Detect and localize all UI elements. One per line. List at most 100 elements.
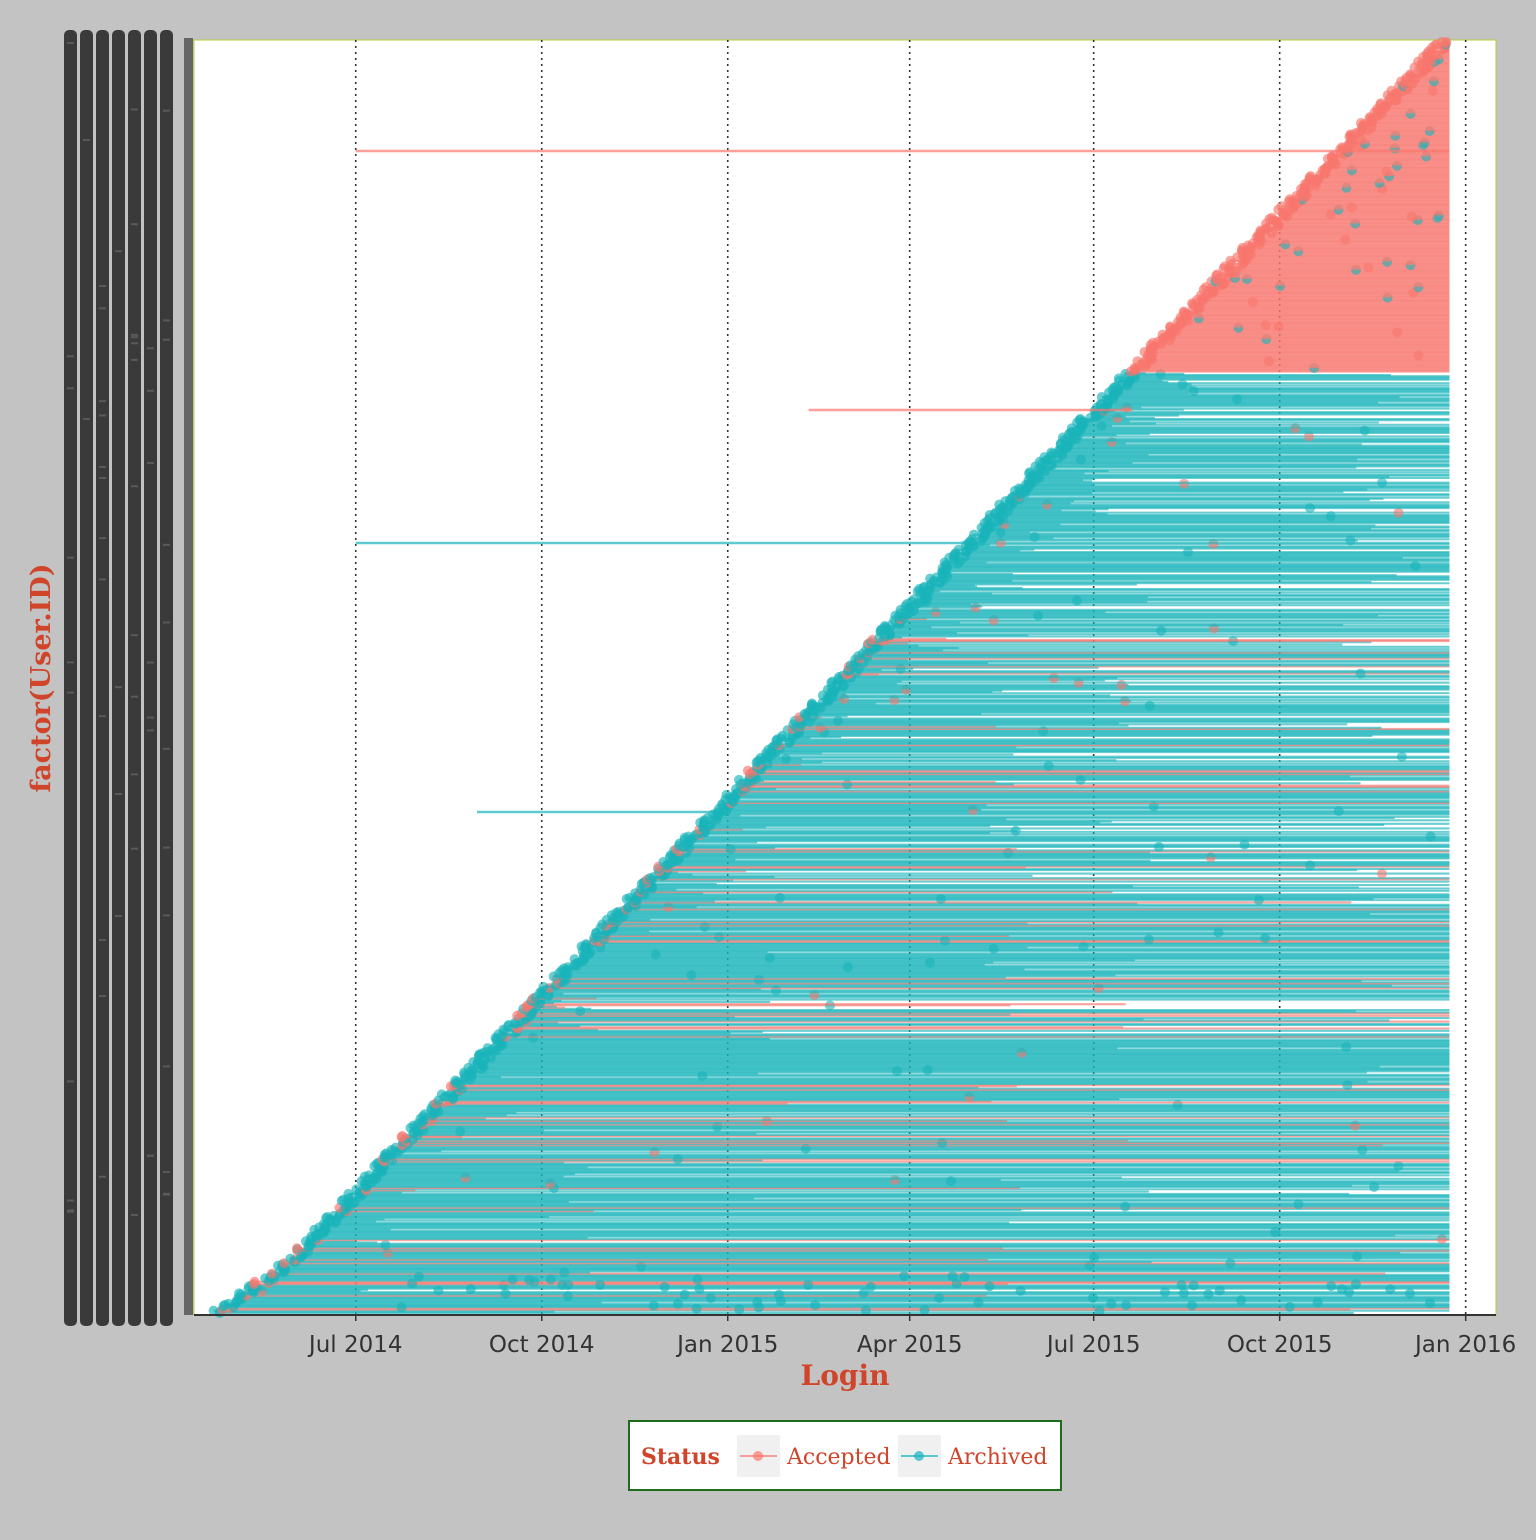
login-point bbox=[1087, 1292, 1098, 1303]
login-point bbox=[1214, 1285, 1225, 1296]
login-point bbox=[450, 1075, 461, 1086]
login-point bbox=[1404, 1288, 1415, 1299]
login-point bbox=[1094, 1305, 1105, 1316]
login-point bbox=[433, 1285, 444, 1296]
x-tick-label: Oct 2015 bbox=[1227, 1332, 1333, 1358]
login-point bbox=[407, 1278, 418, 1289]
login-point bbox=[930, 607, 941, 618]
legend-label-archived: Archived bbox=[947, 1445, 1047, 1470]
login-point bbox=[1225, 1258, 1236, 1269]
login-point bbox=[865, 1281, 876, 1292]
login-point bbox=[752, 1296, 763, 1307]
y-tick-label-gap bbox=[131, 847, 138, 850]
y-tick-label-gap bbox=[131, 485, 138, 488]
y-tick-labels-overplotted bbox=[64, 30, 173, 1326]
login-point bbox=[482, 1043, 493, 1054]
y-tick-label-column bbox=[160, 30, 173, 1326]
login-point bbox=[413, 1271, 424, 1282]
login-point bbox=[1132, 356, 1143, 367]
login-point bbox=[351, 1184, 362, 1195]
legend-key-archived-point bbox=[914, 1451, 924, 1461]
login-point bbox=[436, 1089, 447, 1100]
y-tick-label-gap bbox=[99, 285, 106, 288]
login-point bbox=[1236, 1295, 1247, 1306]
login-point bbox=[1188, 1280, 1199, 1291]
login-point bbox=[1010, 825, 1021, 836]
login-point bbox=[1096, 392, 1107, 403]
y-tick-label-gap bbox=[99, 537, 106, 540]
login-point bbox=[810, 1300, 821, 1311]
login-point bbox=[951, 1278, 962, 1289]
y-tick-label-gap bbox=[99, 400, 106, 403]
x-tick-label: Oct 2014 bbox=[489, 1332, 595, 1358]
y-tick-label-column bbox=[128, 30, 141, 1326]
y-tick-label-gap bbox=[163, 1065, 170, 1068]
login-point bbox=[968, 529, 979, 540]
y-tick-label-gap bbox=[147, 461, 154, 464]
login-point bbox=[581, 939, 592, 950]
y-tick-label-column bbox=[112, 30, 125, 1326]
login-point bbox=[1165, 321, 1176, 332]
login-point bbox=[1276, 201, 1287, 212]
y-tick-label-gap bbox=[83, 138, 90, 141]
login-point bbox=[1203, 1289, 1214, 1300]
y-tick-label-gap bbox=[67, 1209, 74, 1212]
login-point bbox=[803, 1280, 814, 1291]
login-point bbox=[524, 1275, 535, 1286]
login-point bbox=[1436, 1233, 1447, 1244]
login-point bbox=[292, 1243, 303, 1254]
y-tick-label-gap bbox=[115, 686, 122, 689]
login-point bbox=[1424, 1298, 1435, 1309]
login-point bbox=[984, 1281, 995, 1292]
login-point bbox=[721, 789, 732, 800]
y-tick-label-gap bbox=[131, 108, 138, 111]
y-tick-label-gap bbox=[67, 355, 74, 358]
login-point bbox=[1178, 1288, 1189, 1299]
login-point bbox=[842, 779, 853, 790]
y-tick-label-gap bbox=[131, 1213, 138, 1216]
login-point bbox=[1156, 625, 1167, 636]
login-point bbox=[648, 1300, 659, 1311]
login-point bbox=[562, 1291, 573, 1302]
login-point bbox=[465, 1284, 476, 1295]
login-point bbox=[545, 1274, 556, 1285]
y-tick-label-gap bbox=[67, 1210, 74, 1213]
y-tick-label-gap bbox=[67, 387, 74, 390]
login-point bbox=[1312, 1297, 1323, 1308]
login-point bbox=[1048, 673, 1059, 684]
login-point bbox=[1121, 1300, 1132, 1311]
login-point bbox=[1344, 1287, 1355, 1298]
login-point bbox=[1143, 934, 1154, 945]
y-tick-label-gap bbox=[131, 333, 138, 336]
y-tick-label-gap bbox=[131, 773, 138, 776]
x-tick-label: Apr 2015 bbox=[857, 1332, 963, 1358]
login-point bbox=[1376, 868, 1387, 879]
login-point bbox=[1350, 1279, 1361, 1290]
login-point bbox=[1266, 212, 1277, 223]
x-tick-label: Jul 2014 bbox=[307, 1332, 403, 1358]
login-point bbox=[860, 1305, 871, 1316]
y-tick-label-gap bbox=[99, 939, 106, 942]
y-tick-label-gap bbox=[163, 543, 170, 546]
login-point bbox=[858, 1288, 869, 1299]
login-point bbox=[1212, 269, 1223, 280]
login-point bbox=[1386, 85, 1397, 96]
y-tick-label-gap bbox=[99, 1175, 106, 1178]
y-tick-label-gap bbox=[115, 915, 122, 918]
login-point bbox=[1326, 1281, 1337, 1292]
login-point bbox=[1425, 831, 1436, 842]
login-point bbox=[363, 1170, 374, 1181]
login-point bbox=[380, 1239, 391, 1250]
login-point bbox=[734, 1304, 745, 1315]
y-tick-label-gap bbox=[131, 336, 138, 339]
login-point bbox=[507, 1274, 518, 1285]
login-point bbox=[1046, 447, 1057, 458]
legend: Status Accepted Archived bbox=[628, 1420, 1062, 1491]
y-tick-label-gap bbox=[163, 338, 170, 341]
login-point bbox=[1284, 1301, 1295, 1312]
login-point bbox=[1015, 1285, 1026, 1296]
login-point bbox=[1305, 171, 1316, 182]
login-point bbox=[934, 1293, 945, 1304]
y-tick-label-gap bbox=[163, 846, 170, 849]
